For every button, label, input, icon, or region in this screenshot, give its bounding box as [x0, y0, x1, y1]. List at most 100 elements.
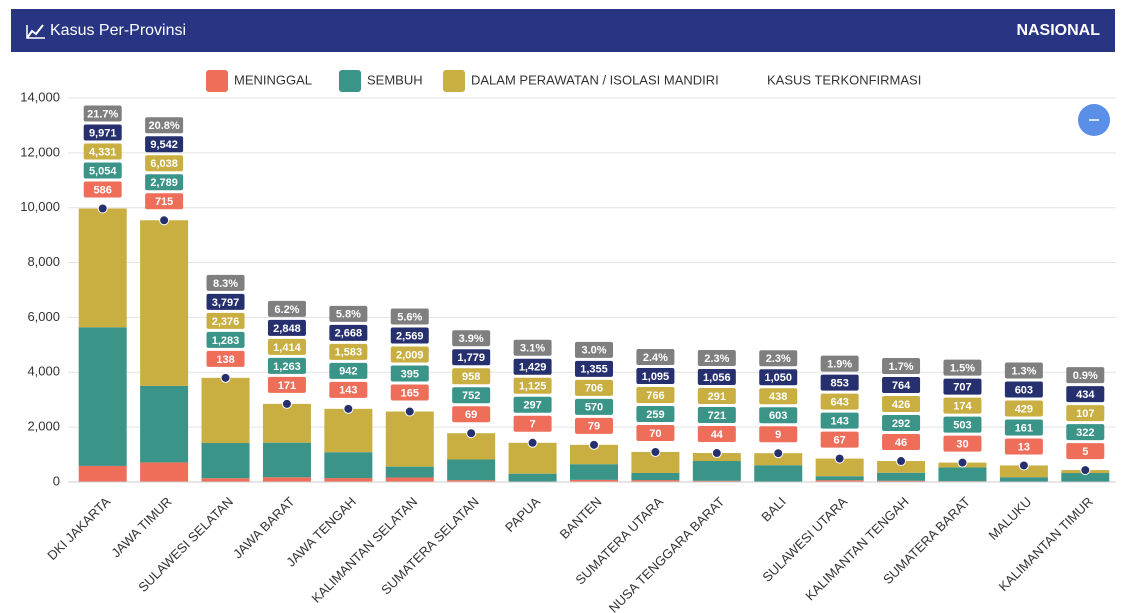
bar-segment: [631, 480, 680, 482]
data-label-box: [882, 415, 921, 432]
total-marker: [220, 372, 231, 383]
x-tick-label: JAWA TIMUR: [108, 494, 174, 560]
data-label-box: [1066, 443, 1105, 460]
data-label: 2.4%: [643, 352, 668, 364]
data-label: 7: [530, 419, 536, 431]
data-label-box: [1066, 405, 1105, 422]
data-label-box: [697, 350, 736, 367]
data-label-box: [267, 300, 306, 317]
data-label: 44: [711, 429, 724, 441]
bar-segment: [570, 479, 618, 482]
data-label-box: [575, 398, 613, 415]
data-label-box: [882, 396, 921, 413]
data-label: 1,583: [335, 347, 363, 359]
data-label-box: [206, 350, 245, 367]
data-label-box: [513, 377, 552, 394]
data-label-box: [452, 368, 491, 385]
data-label: 297: [523, 400, 541, 412]
data-label: 1.7%: [889, 361, 914, 373]
data-label: 2,848: [273, 323, 301, 335]
bar-segment: [140, 462, 189, 482]
data-label: 3.0%: [581, 345, 606, 357]
data-label: 4,331: [89, 146, 117, 158]
x-tick-label: JAWA BARAT: [230, 494, 298, 562]
data-label: 752: [462, 390, 480, 402]
y-tick-label: 12,000: [20, 144, 60, 159]
data-label: 2,668: [335, 328, 363, 340]
bar-segment: [692, 480, 741, 482]
header-title: Kasus Per-Provinsi: [50, 22, 186, 39]
total-marker: [834, 453, 845, 464]
bar-segment: [877, 472, 926, 481]
data-label-box: [452, 349, 491, 366]
y-tick-label: 14,000: [20, 89, 60, 104]
y-tick-label: 4,000: [27, 364, 60, 379]
data-label: 503: [953, 420, 971, 432]
data-label: 143: [830, 416, 848, 428]
bar-segment: [1061, 473, 1110, 482]
legend-label: DALAM PERAWATAN / ISOLASI MANDIRI: [471, 72, 719, 87]
bar-segment: [262, 403, 311, 443]
bar-segment: [692, 461, 741, 481]
legend-label: MENINGGAL: [234, 72, 312, 87]
bar-segment: [508, 442, 557, 474]
data-label-box: [636, 424, 675, 441]
data-label: 9,542: [150, 139, 178, 151]
data-label: 1,263: [273, 361, 301, 373]
data-label: 6,038: [150, 158, 178, 170]
data-label-box: [943, 378, 982, 395]
data-label: 291: [708, 391, 726, 403]
data-label: 2,569: [396, 330, 424, 342]
x-tick-label: KALIMANTAN SELATAN: [309, 494, 421, 606]
data-label: 259: [646, 409, 664, 421]
data-label-box: [820, 393, 859, 410]
data-label-box: [329, 381, 368, 398]
total-marker: [957, 457, 968, 468]
total-marker: [404, 406, 415, 417]
data-label: 707: [953, 382, 971, 394]
data-label-box: [145, 155, 184, 172]
total-marker: [1018, 460, 1029, 471]
bar-segment: [324, 408, 373, 453]
bar-segment: [815, 458, 864, 477]
data-label: 426: [892, 399, 910, 411]
data-label-box: [1004, 381, 1043, 398]
chart-icon-axes: [26, 25, 45, 39]
data-label: 5.6%: [397, 311, 422, 323]
data-label-box: [820, 374, 859, 391]
data-label-box: [943, 397, 982, 414]
data-label-box: [390, 346, 429, 363]
data-label-box: [145, 174, 184, 191]
total-marker: [650, 446, 661, 457]
data-label: 2.3%: [766, 353, 791, 365]
bar-segment: [262, 477, 311, 482]
data-label-box: [206, 274, 245, 291]
total-marker: [589, 439, 599, 450]
data-label: 942: [339, 366, 357, 378]
data-label-box: [1004, 438, 1043, 455]
data-label-box: [390, 384, 429, 401]
total-marker: [896, 456, 907, 467]
data-label-box: [452, 387, 491, 404]
data-label: 1,283: [212, 335, 240, 347]
bar-segment: [631, 451, 680, 473]
data-label: 46: [895, 437, 907, 449]
data-label-box: [820, 431, 859, 448]
data-label-box: [513, 339, 552, 356]
x-tick-label: BANTEN: [557, 494, 605, 542]
data-label-box: [636, 405, 675, 422]
data-label-box: [636, 348, 675, 365]
bar-segment: [999, 465, 1048, 478]
header-scope[interactable]: NASIONAL: [1016, 22, 1100, 39]
data-label: 20.8%: [149, 120, 180, 132]
total-marker: [1080, 465, 1091, 476]
data-label: 143: [339, 385, 357, 397]
data-label-box: [513, 358, 552, 375]
bar-segment: [447, 459, 496, 481]
header-bar: [11, 9, 1115, 52]
chart-icon: [26, 24, 44, 39]
data-label: 603: [1015, 384, 1033, 396]
data-label-box: [759, 350, 798, 367]
bar-segment: [262, 442, 311, 478]
